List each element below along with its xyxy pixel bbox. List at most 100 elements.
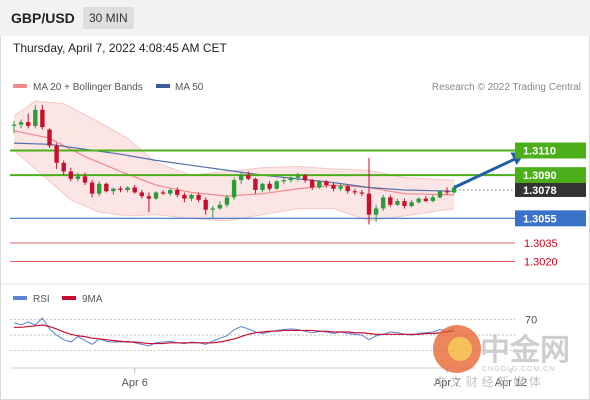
candle-body-16 bbox=[125, 187, 130, 190]
candle-body-33 bbox=[246, 175, 251, 179]
bollinger-upper-line bbox=[13, 100, 455, 181]
candle-body-12 bbox=[97, 183, 102, 194]
candle-body-3 bbox=[33, 109, 38, 126]
candle-body-36 bbox=[267, 183, 272, 189]
candle-body-46 bbox=[338, 186, 343, 189]
rsi-tick-70: 70 bbox=[525, 315, 537, 327]
candle-body-29 bbox=[217, 204, 223, 209]
rsi-legend-swatch bbox=[13, 296, 27, 300]
candle-body-50 bbox=[366, 193, 372, 215]
candle-body-25 bbox=[189, 194, 194, 199]
candle-body-28 bbox=[210, 208, 215, 210]
candle-body-38 bbox=[281, 180, 286, 182]
rsi-line bbox=[13, 317, 455, 347]
level-1-3055-label: 1.3055 bbox=[523, 213, 557, 225]
x-tick-label-Apr-6: Apr 6 bbox=[122, 377, 148, 389]
candle-body-47 bbox=[345, 186, 350, 192]
level-1-3090-label: 1.3090 bbox=[523, 170, 557, 182]
candle-body-1 bbox=[18, 122, 24, 125]
watermark-slogan: 中 文 财 经 新 媒 体 bbox=[434, 374, 541, 389]
candle-body-56 bbox=[409, 202, 414, 206]
rsi-ma-line bbox=[14, 324, 455, 345]
level-1-3090-tag bbox=[515, 167, 586, 184]
level-1-3078-label: 1.3078 bbox=[523, 185, 557, 197]
candle-body-18 bbox=[139, 192, 144, 197]
x-tick-label-Apr-12: Apr 12 bbox=[495, 377, 527, 389]
candle-body-24 bbox=[182, 194, 187, 199]
candle-body-27 bbox=[203, 199, 208, 210]
candle-body-6 bbox=[54, 145, 59, 163]
candle-body-19 bbox=[146, 196, 152, 199]
level-1-3035-label: 1.3035 bbox=[524, 238, 558, 250]
candle-body-57 bbox=[416, 198, 421, 203]
rsi-ma-legend-swatch bbox=[62, 296, 76, 300]
candle-body-42 bbox=[310, 180, 315, 188]
candle-body-8 bbox=[68, 171, 73, 179]
candle-body-5 bbox=[47, 129, 52, 146]
candle-body-21 bbox=[160, 192, 166, 194]
candle-body-54 bbox=[395, 201, 400, 205]
watermark-site: CNGOLD.COM.CN bbox=[482, 366, 555, 373]
candle-body-59 bbox=[430, 197, 436, 202]
rsi-ma-legend-label: 9MA bbox=[82, 294, 103, 305]
candle-body-13 bbox=[104, 183, 109, 192]
candle-body-35 bbox=[260, 183, 265, 190]
candle-body-15 bbox=[118, 188, 123, 190]
x-tick-label-Apr-7: Apr 7 bbox=[434, 377, 460, 389]
x-axis-ticks: Apr 6 Apr 7 Apr 12 bbox=[122, 368, 527, 389]
rsi-legend-label: RSI bbox=[33, 294, 50, 305]
price-tag-layer: 1.3110 1.3090 1.3078 1.3055 1.3035 1.3020 bbox=[515, 142, 586, 269]
candle-body-32 bbox=[239, 175, 244, 181]
candle-body-43 bbox=[317, 181, 322, 188]
ma50-legend-swatch bbox=[156, 84, 170, 88]
candle-body-20 bbox=[153, 192, 159, 199]
candle-body-58 bbox=[423, 198, 428, 202]
watermark-name: 中金网 bbox=[480, 333, 570, 368]
candle-body-17 bbox=[132, 187, 137, 193]
chart-header: GBP/USD 30 MIN bbox=[0, 0, 590, 36]
candle-body-4 bbox=[40, 109, 45, 128]
candle-body-31 bbox=[231, 180, 237, 198]
candle-body-10 bbox=[82, 176, 88, 183]
candlestick-layer bbox=[11, 104, 457, 225]
forecast-arrow-shaft bbox=[453, 155, 520, 189]
rsi-layer: 70 bbox=[10, 315, 537, 351]
timeframe-badge[interactable]: 30 MIN bbox=[83, 7, 134, 29]
candle-body-62 bbox=[452, 187, 457, 193]
candle-body-0 bbox=[11, 124, 17, 126]
candle-body-49 bbox=[359, 192, 365, 194]
candle-body-61 bbox=[444, 191, 450, 193]
research-credit: Research © 2022 Trading Central bbox=[432, 82, 581, 93]
candle-body-51 bbox=[373, 208, 379, 215]
price-level-layer bbox=[10, 149, 515, 262]
candle-body-22 bbox=[168, 189, 173, 194]
candle-body-41 bbox=[302, 175, 308, 181]
level-1-3078-tag bbox=[515, 182, 586, 197]
watermark-logo-inner-icon bbox=[448, 337, 472, 361]
candle-body-44 bbox=[324, 181, 329, 186]
candle-body-11 bbox=[89, 182, 95, 194]
level-1-3020-label: 1.3020 bbox=[524, 257, 558, 269]
ma20-legend-label: MA 20 + Bollinger Bands bbox=[33, 82, 143, 93]
forecast-arrow-layer bbox=[453, 152, 526, 189]
candle-body-7 bbox=[61, 162, 66, 172]
ma50-legend-label: MA 50 bbox=[175, 82, 204, 93]
candle-body-9 bbox=[75, 176, 81, 179]
level-1-3110-label: 1.3110 bbox=[523, 146, 556, 158]
candle-body-52 bbox=[381, 197, 386, 209]
candle-body-39 bbox=[288, 177, 294, 181]
chart-datetime: Thursday, April 7, 2022 4:08:45 AM CET bbox=[13, 41, 227, 55]
watermark: 中金网 CNGOLD.COM.CN 中 文 财 经 新 媒 体 bbox=[433, 325, 570, 389]
candle-body-48 bbox=[352, 191, 357, 193]
candle-body-26 bbox=[196, 194, 201, 200]
candle-body-23 bbox=[175, 189, 180, 195]
ma20-legend-swatch bbox=[13, 84, 27, 88]
candle-body-14 bbox=[111, 188, 116, 192]
candle-body-40 bbox=[295, 175, 301, 178]
candle-body-60 bbox=[437, 191, 443, 198]
candle-body-45 bbox=[331, 185, 336, 189]
candle-body-34 bbox=[253, 178, 258, 190]
candle-body-37 bbox=[274, 181, 279, 189]
level-1-3055-tag bbox=[515, 210, 586, 227]
